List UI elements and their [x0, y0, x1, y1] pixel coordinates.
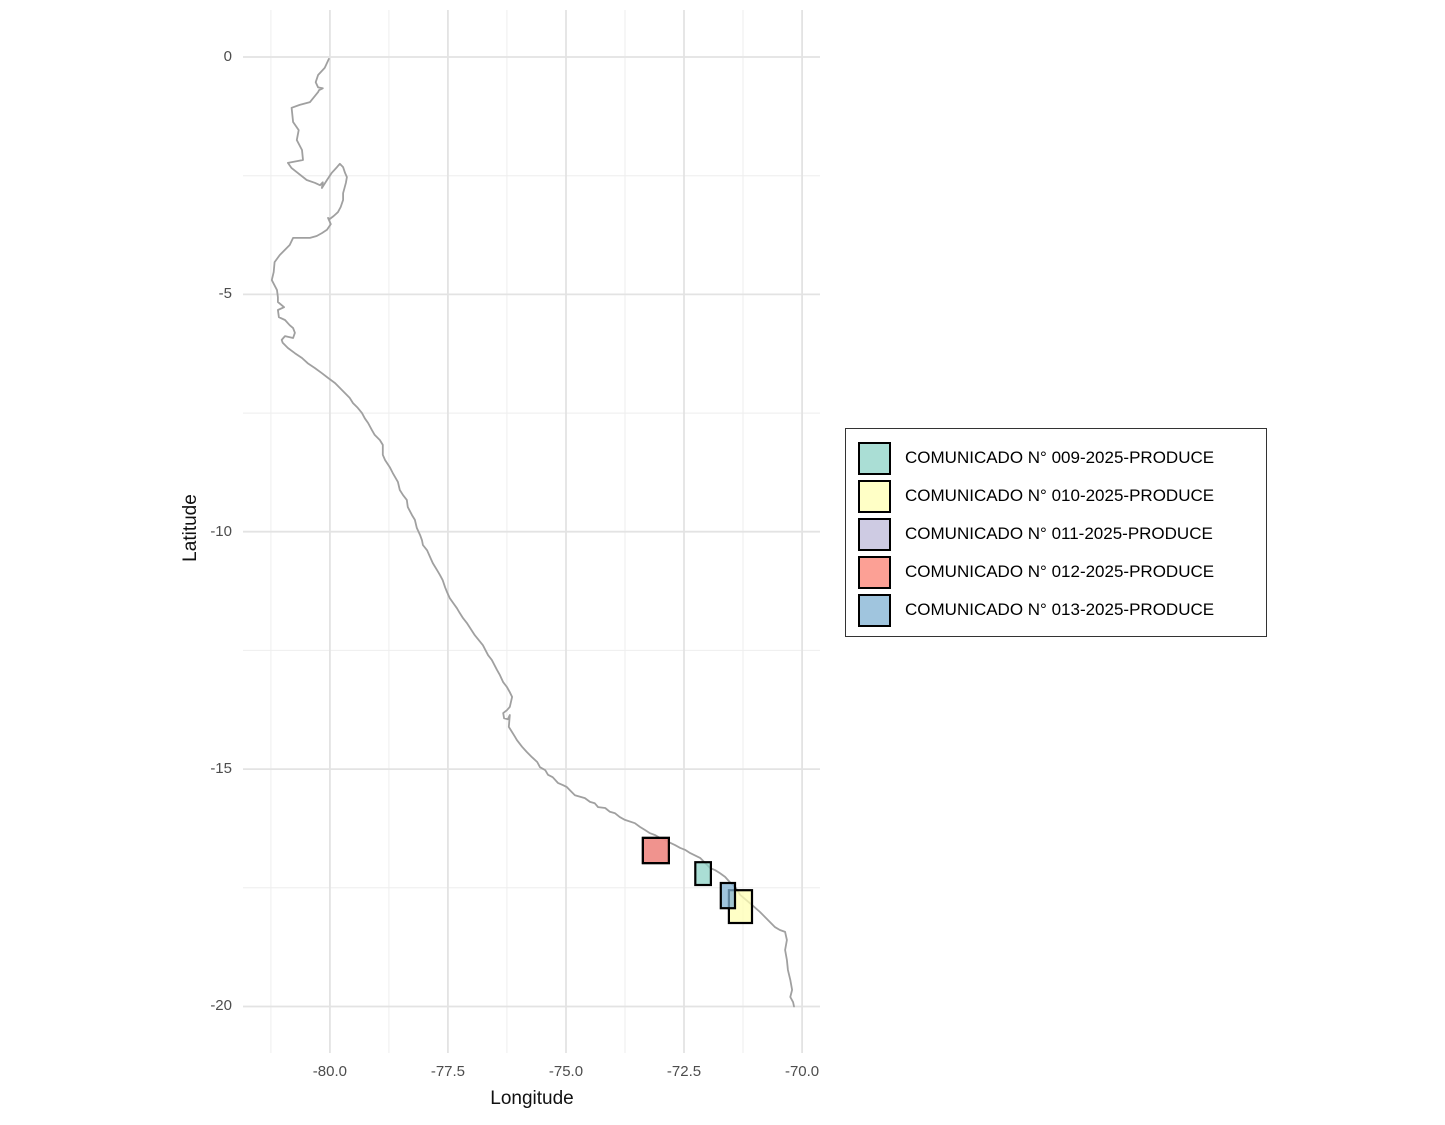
y-axis-title: Latitude: [180, 494, 201, 562]
x-tick-label: -72.5: [666, 1063, 702, 1080]
legend-item: COMUNICADO N° 010-2025-PRODUCE: [858, 477, 1254, 515]
zone-rect: [719, 881, 737, 910]
legend-key-swatch: [858, 593, 891, 627]
x-tick-label: -80.0: [312, 1063, 347, 1080]
legend-key-swatch: [858, 479, 891, 513]
legend-item-label: COMUNICADO N° 009-2025-PRODUCE: [905, 448, 1215, 467]
legend-key-swatch: [858, 517, 891, 551]
gridlines-major: [243, 10, 820, 1053]
x-tick-label: -75.0: [548, 1063, 584, 1080]
legend: COMUNICADO N° 009-2025-PRODUCE COMUNICADO…: [845, 428, 1267, 637]
legend-key-swatch: [858, 555, 891, 589]
legend-item: COMUNICADO N° 012-2025-PRODUCE: [858, 553, 1254, 591]
legend-item: COMUNICADO N° 011-2025-PRODUCE: [858, 515, 1254, 553]
y-tick-label: 0: [223, 47, 232, 65]
legend-item: COMUNICADO N° 009-2025-PRODUCE: [858, 439, 1254, 477]
x-tick-label: -70.0: [784, 1063, 820, 1080]
legend-item-label: COMUNICADO N° 010-2025-PRODUCE: [905, 486, 1215, 505]
zone-rect: [694, 861, 712, 887]
y-tick-label: -10: [210, 522, 232, 540]
zone-rect: [641, 836, 671, 865]
legend-item: COMUNICADO N° 013-2025-PRODUCE: [858, 591, 1254, 629]
zones: [641, 836, 754, 925]
y-tick-label: -20: [210, 997, 232, 1015]
x-axis-title: Longitude: [490, 1088, 574, 1109]
coastline: [270, 58, 795, 1008]
legend-item-label: COMUNICADO N° 011-2025-PRODUCE: [905, 524, 1213, 543]
legend-key-swatch: [858, 441, 891, 475]
y-tick-label: -5: [218, 285, 232, 303]
x-tick-label: -77.5: [430, 1063, 466, 1080]
legend-item-label: COMUNICADO N° 013-2025-PRODUCE: [905, 600, 1215, 619]
y-tick-label: -15: [210, 760, 232, 778]
legend-item-label: COMUNICADO N° 012-2025-PRODUCE: [905, 562, 1215, 581]
